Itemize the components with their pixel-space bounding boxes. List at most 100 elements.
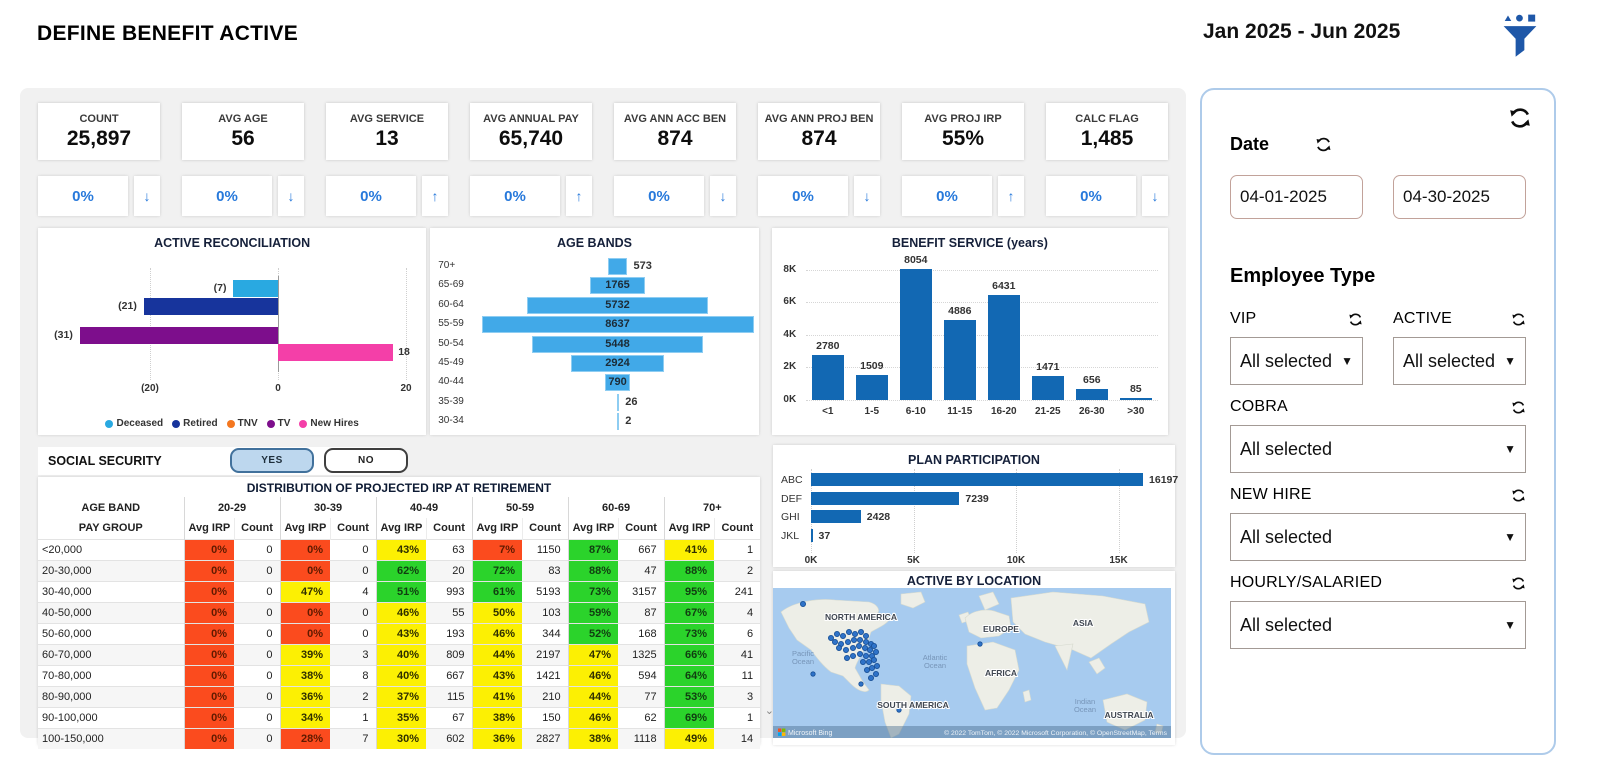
age-band-bar[interactable] — [605, 374, 630, 392]
count-cell[interactable]: 150 — [542, 711, 561, 724]
legend-item-new-hires[interactable]: New Hires — [299, 418, 359, 429]
avg-irp-cell[interactable]: 43% — [375, 623, 427, 644]
count-cell[interactable]: 115 — [447, 690, 465, 703]
avg-irp-cell[interactable]: 0% — [279, 602, 331, 623]
count-cell[interactable]: 7 — [362, 732, 369, 745]
age-band-bar[interactable] — [527, 296, 708, 314]
avg-irp-cell[interactable]: 0% — [183, 560, 234, 581]
age-band-bar[interactable] — [616, 393, 619, 411]
avg-irp-cell[interactable]: 35% — [375, 707, 427, 728]
count-cell[interactable]: 1421 — [536, 669, 561, 682]
active-by-location-map[interactable]: ACTIVE BY LOCATION — [773, 571, 1175, 745]
pay-group-cell[interactable]: 60-70,000 — [42, 648, 92, 661]
pay-group-cell[interactable]: 50-60,000 — [42, 627, 92, 640]
avg-irp-cell[interactable]: 95% — [663, 581, 715, 602]
count-cell[interactable]: 41 — [740, 648, 754, 661]
legend-item-retired[interactable]: Retired — [172, 418, 218, 429]
age-band-bar[interactable] — [616, 413, 619, 431]
kpi-card[interactable]: AVG AGE 56 — [182, 103, 304, 160]
plan-participation-chart[interactable]: PLAN PARTICIPATION 0K 5K 10K 15K ABC 16197 DEF… — [773, 445, 1178, 567]
count-cell[interactable]: 594 — [638, 669, 657, 682]
pay-group-cell[interactable]: 100-150,000 — [42, 732, 104, 745]
age-band-bar[interactable] — [481, 316, 754, 334]
avg-irp-cell[interactable]: 73% — [663, 623, 715, 644]
avg-irp-cell[interactable]: 46% — [375, 602, 427, 623]
hourly-salaried-dropdown[interactable]: All selected ▼ — [1230, 601, 1526, 649]
count-cell[interactable]: 1325 — [632, 648, 657, 661]
avg-irp-cell[interactable]: 38% — [471, 707, 523, 728]
count-cell[interactable]: 0 — [362, 606, 369, 619]
count-cell[interactable]: 5193 — [536, 585, 561, 598]
avg-irp-cell[interactable]: 53% — [663, 686, 715, 707]
avg-irp-cell[interactable]: 88% — [567, 560, 619, 581]
age-bands-chart[interactable]: AGE BANDS 70+ 573 65-69 1765 60-64 5732 55-59 8… — [430, 228, 759, 435]
hourly-salaried-refresh-icon[interactable] — [1511, 576, 1526, 591]
plan-participation-bar[interactable] — [811, 528, 813, 542]
age-band-bar[interactable] — [608, 258, 627, 275]
count-cell[interactable]: 2 — [746, 564, 754, 577]
kpi-card[interactable]: AVG ANN ACC BEN 874 — [614, 103, 736, 160]
active-refresh-icon[interactable] — [1511, 312, 1526, 327]
count-cell[interactable]: 1 — [362, 711, 369, 724]
count-cell[interactable]: 0 — [266, 732, 273, 745]
cobra-refresh-icon[interactable] — [1511, 400, 1526, 415]
avg-irp-cell[interactable]: 41% — [663, 539, 715, 560]
age-band-bar[interactable] — [531, 335, 704, 353]
avg-irp-cell[interactable]: 67% — [663, 602, 715, 623]
count-cell[interactable]: 14 — [740, 732, 754, 745]
plan-participation-bar[interactable] — [811, 491, 960, 505]
avg-irp-cell[interactable]: 50% — [471, 602, 523, 623]
count-cell[interactable]: 83 — [548, 564, 561, 577]
count-cell[interactable]: 11 — [741, 669, 754, 682]
avg-irp-cell[interactable]: 0% — [183, 581, 234, 602]
avg-irp-cell[interactable]: 36% — [471, 728, 523, 749]
count-cell[interactable]: 0 — [266, 648, 273, 661]
avg-irp-cell[interactable]: 44% — [471, 644, 523, 665]
avg-irp-cell[interactable]: 87% — [567, 539, 619, 560]
benefit-service-bar[interactable] — [811, 354, 844, 400]
kpi-change-percent[interactable]: 0% — [182, 176, 272, 216]
avg-irp-cell[interactable]: 72% — [471, 560, 523, 581]
count-cell[interactable]: 4 — [746, 606, 754, 619]
kpi-card[interactable]: AVG ANN PROJ BEN 874 — [758, 103, 880, 160]
avg-irp-cell[interactable]: 0% — [279, 623, 331, 644]
benefit-service-bar[interactable] — [855, 375, 888, 400]
count-cell[interactable]: 0 — [362, 543, 369, 556]
avg-irp-cell[interactable]: 0% — [183, 539, 234, 560]
count-cell[interactable]: 0 — [266, 711, 273, 724]
avg-irp-cell[interactable]: 59% — [567, 602, 619, 623]
count-cell[interactable]: 1150 — [536, 543, 561, 556]
legend-item-tnv[interactable]: TNV — [226, 418, 258, 429]
pay-group-cell[interactable]: 80-90,000 — [42, 690, 92, 703]
filter-funnel-icon[interactable] — [1499, 12, 1541, 60]
pay-group-cell[interactable]: 70-80,000 — [42, 669, 92, 682]
count-cell[interactable]: 193 — [446, 627, 465, 640]
avg-irp-cell[interactable]: 61% — [471, 581, 523, 602]
count-cell[interactable]: 0 — [266, 543, 273, 556]
benefit-service-bar[interactable] — [943, 320, 976, 400]
avg-irp-cell[interactable]: 40% — [375, 644, 427, 665]
reconciliation-bar-new-hires[interactable] — [278, 344, 394, 361]
count-cell[interactable]: 1 — [746, 543, 754, 556]
count-cell[interactable]: 2197 — [536, 648, 561, 661]
avg-irp-cell[interactable]: 47% — [279, 581, 331, 602]
date-refresh-icon[interactable] — [1315, 136, 1332, 153]
reset-all-filters-icon[interactable] — [1508, 106, 1532, 130]
count-cell[interactable]: 47 — [644, 564, 657, 577]
social-security-no-button[interactable]: NO — [324, 448, 408, 473]
count-cell[interactable]: 67 — [452, 711, 465, 724]
avg-irp-cell[interactable]: 47% — [567, 644, 619, 665]
kpi-change-percent[interactable]: 0% — [470, 176, 560, 216]
count-cell[interactable]: 667 — [638, 543, 657, 556]
kpi-change-percent[interactable]: 0% — [902, 176, 992, 216]
benefit-service-bar[interactable] — [1119, 398, 1152, 400]
count-cell[interactable]: 103 — [542, 606, 561, 619]
avg-irp-cell[interactable]: 0% — [183, 707, 234, 728]
count-cell[interactable]: 55 — [452, 606, 465, 619]
kpi-change-percent[interactable]: 0% — [326, 176, 416, 216]
count-cell[interactable]: 4 — [362, 585, 369, 598]
count-cell[interactable]: 2827 — [536, 732, 561, 745]
avg-irp-cell[interactable]: 66% — [663, 644, 715, 665]
new-hire-dropdown[interactable]: All selected ▼ — [1230, 513, 1526, 561]
avg-irp-cell[interactable]: 39% — [279, 644, 331, 665]
